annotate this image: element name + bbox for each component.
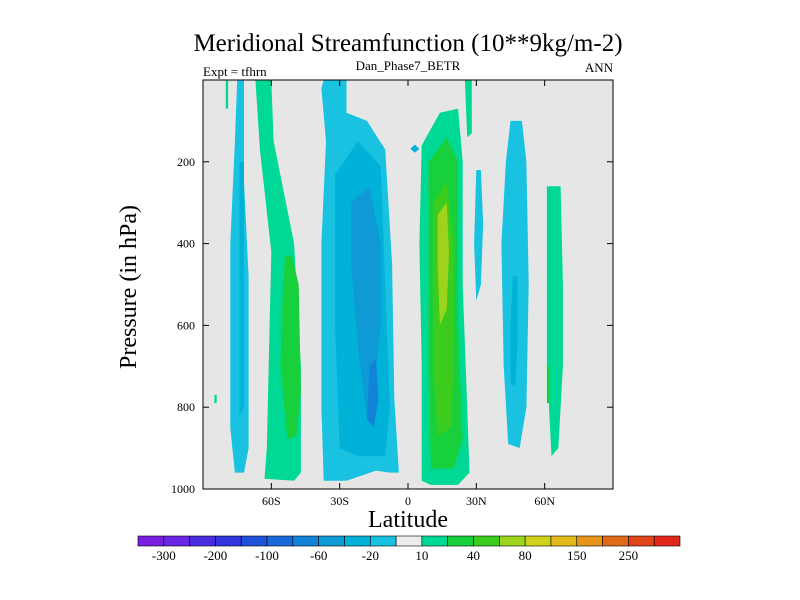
season-label: ANN [585,60,614,75]
y-tick-label-2: 600 [177,318,195,332]
x-tick-label-3: 30N [466,494,487,508]
colorbar-box-9 [369,535,397,547]
region-sh-polar-weak-core [239,161,244,416]
x-axis-title: Latitude [368,507,448,533]
experiment-label: Expt = tfhrn [203,64,267,79]
y-axis-ticks: 200 400 600 800 1000 [171,155,613,496]
region-sh-ferrel-core [280,255,301,440]
colorbar-box-0 [137,535,165,547]
x-tick-label-4: 60N [534,494,555,508]
colorbar [137,535,681,547]
colorbar-box-20 [653,535,681,547]
colorbar-box-4 [240,535,268,547]
colorbar-box-8 [344,535,371,547]
colorbar-label-9: 250 [619,548,639,563]
region-nh-ferrel-negative-thin [474,170,484,301]
colorbar-box-18 [602,535,629,547]
x-tick-label-1: 30S [330,494,349,508]
colorbar-box-11 [421,535,449,547]
y-tick-label-4: 1000 [171,482,195,496]
colorbar-box-3 [215,535,242,547]
region-sh-hadley-max [367,358,379,428]
case-label: Dan_Phase7_BETR [356,58,461,73]
colorbar-labels: -300 -200 -100 -60 -20 10 40 80 150 250 [152,548,638,563]
x-axis-ticks: 60S 30S 0 30N 60N [262,80,555,508]
colorbar-label-1: -200 [203,548,227,563]
colorbar-label-6: 40 [467,548,480,563]
y-tick-label-1: 400 [177,237,195,251]
y-tick-label-0: 200 [177,155,195,169]
colorbar-label-5: 10 [415,548,428,563]
colorbar-label-2: -100 [255,548,279,563]
colorbar-box-12 [447,535,474,547]
region-nh-ferrel-core [510,276,518,387]
colorbar-box-10 [395,535,423,547]
colorbar-box-13 [473,535,500,547]
colorbar-label-3: -60 [310,548,327,563]
colorbar-box-6 [292,535,319,547]
region-nh-polar-core [546,366,550,404]
colorbar-label-0: -300 [152,548,176,563]
colorbar-label-8: 150 [567,548,587,563]
colorbar-box-16 [550,535,578,547]
colorbar-box-7 [318,535,345,547]
x-tick-label-2: 0 [405,494,411,508]
region-nh-strato-positive [464,80,472,138]
colorbar-box-1 [163,535,190,547]
chart-title: Meridional Streamfunction (10**9kg/m-2) [193,30,622,57]
colorbar-box-17 [576,535,603,547]
colorbar-label-4: -20 [362,548,379,563]
region-sh-edge-sliver [225,80,229,109]
region-sh-hadley-core [351,186,381,420]
region-eq-small-negative [410,144,420,153]
contour-regions [214,80,563,485]
y-tick-label-3: 800 [177,400,195,414]
colorbar-box-14 [499,535,526,547]
region-nh-polar-positive [546,186,563,457]
colorbar-box-19 [628,535,655,547]
y-axis-title: Pressure (in hPa) [116,205,142,369]
colorbar-box-2 [189,535,216,547]
colorbar-box-15 [524,535,552,547]
colorbar-box-5 [266,535,294,547]
x-tick-label-0: 60S [262,494,281,508]
region-nh-hadley-core [437,202,449,326]
region-sh-edge-dot [214,394,217,404]
colorbar-label-7: 80 [519,548,532,563]
